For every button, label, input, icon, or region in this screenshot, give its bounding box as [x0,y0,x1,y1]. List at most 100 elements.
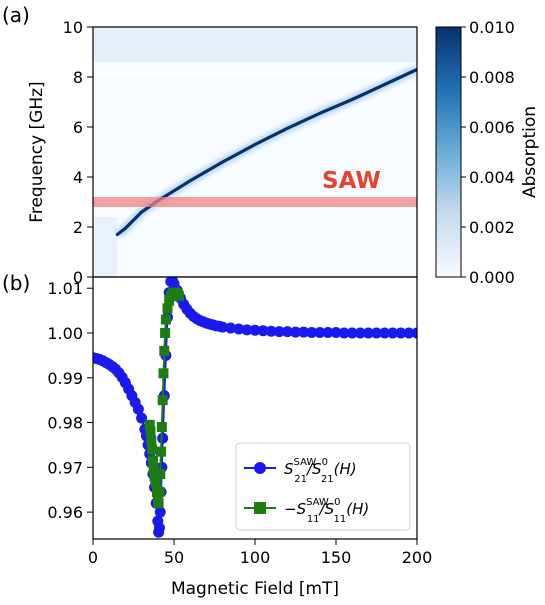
data-point [157,432,169,444]
data-point [154,486,165,497]
panel-b-xlabel: Magnetic Field [mT] [171,579,339,599]
data-point [265,325,277,337]
panel-b-xtick-label: 150 [321,548,352,567]
colorbar-tick-label: 0.004 [469,168,515,187]
panel-a-ytick-label: 6 [73,118,83,137]
panel-b-xticks: 0 50 100 150 200 [88,539,432,567]
panel-b-xtick-label: 50 [164,548,184,567]
data-point [160,314,171,325]
data-point [160,327,171,338]
data-point [148,464,159,475]
data-point [225,322,237,334]
panel-a-yticks: 0 2 4 6 8 10 [63,18,93,287]
data-point [146,435,157,446]
panel-b-ytick-label: 0.99 [47,369,83,388]
data-point [338,327,350,339]
data-point [379,327,391,339]
data-point [217,321,229,333]
panel-a-ytick-label: 2 [73,218,83,237]
data-point [298,326,310,338]
data-point [132,403,144,415]
colorbar-tick-label: 0.008 [469,68,515,87]
panel-b: 0.96 0.97 0.98 0.99 1.00 1.01 0 50 100 150 200 Ma… [2,271,432,599]
panel-b-xtick-label: 0 [88,548,98,567]
heatmap-haze [93,27,417,62]
data-point [354,327,366,339]
data-point [147,444,158,455]
panel-a-ytick-label: 10 [63,18,83,37]
series-2 [144,287,184,509]
panel-b-xtick-label: 100 [240,548,271,567]
horizontal-feature-line [93,72,417,77]
data-point [346,327,358,339]
colorbar-tick-label: 0.006 [469,118,515,137]
heatmap-layer [93,27,417,277]
legend-box [235,442,411,531]
panel-b-ytick-label: 0.96 [47,503,83,522]
panel-b-series [93,277,417,538]
colorbar-label: Absorption [520,106,540,198]
data-point [157,395,168,406]
data-point [147,455,158,466]
heatmap-background [93,27,417,277]
data-point [136,412,148,424]
data-point [281,326,293,338]
data-point [159,345,170,356]
data-point [162,303,173,314]
data-point [155,469,166,480]
panel-b-yticks: 0.96 0.97 0.98 0.99 1.00 1.01 [47,279,93,522]
panel-a-label: (a) [2,3,30,27]
colorbar-ticks: 0.000 0.002 0.004 0.006 0.008 0.010 [461,18,515,287]
data-point [153,522,165,534]
legend-label: SSAW 21/S0 21(H) [284,457,357,485]
data-point [173,290,184,301]
saw-annotation: SAW [322,168,381,194]
data-point [144,419,155,430]
panel-b-ytick-label: 1.01 [47,279,83,298]
panel-b-label: (b) [2,271,30,295]
data-point [330,327,342,339]
panel-b-ytick-label: 0.97 [47,458,83,477]
data-point [403,327,415,339]
data-point [306,327,318,339]
data-point [154,506,166,518]
data-point [153,498,164,509]
panel-a-ylabel: Frequency [GHz] [27,81,47,222]
data-point [273,326,285,338]
data-point [241,324,253,336]
panel-a-ytick-label: 4 [73,168,83,187]
data-point [395,327,407,339]
data-point [314,327,326,339]
panel-a-ytick-label: 0 [73,268,83,287]
data-point [322,327,334,339]
panel-a: 0 2 4 6 8 10 Frequency [GHz] (a) SAW [2,3,418,287]
colorbar-tick-label: 0.010 [469,18,515,37]
colorbar: 0.000 0.002 0.004 0.006 0.008 0.010 Absorptio… [435,18,540,287]
panel-b-xtick-label: 200 [402,548,433,567]
panel-b-ytick-label: 1.00 [47,324,83,343]
data-point [290,326,301,338]
data-point [362,327,374,339]
data-point [156,446,167,457]
colorbar-tick-label: 0.000 [469,268,515,287]
panel-b-ytick-label: 0.98 [47,414,83,433]
heatmap-lowfield-haze [93,217,118,277]
legend-marker [254,462,266,474]
legend: SSAW 21/S0 21(H) −SSAW 11/S0 11(H) [235,442,411,531]
resonance-curve [115,67,417,237]
data-point [156,422,167,433]
data-point [257,325,269,337]
colorbar-gradient [435,26,462,278]
colorbar-tick-label: 0.002 [469,218,515,237]
panel-a-ytick-label: 8 [73,68,83,87]
data-point [151,478,162,489]
data-point [249,324,261,336]
legend-marker [254,502,266,514]
saw-band [93,197,417,207]
data-point [387,327,399,339]
legend-items: SSAW 21/S0 21(H) −SSAW 11/S0 11(H) [244,457,369,525]
data-point [233,323,245,335]
data-point [158,368,169,379]
data-point [371,327,382,339]
